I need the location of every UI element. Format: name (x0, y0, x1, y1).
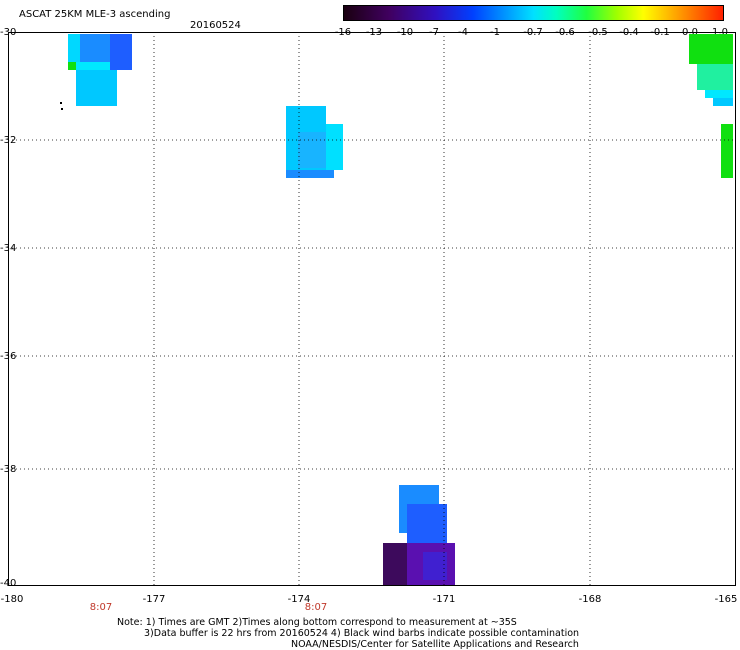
lat-label: -34 (0, 243, 17, 254)
wind-barb-speck (60, 102, 62, 104)
lat-label: -38 (0, 464, 17, 475)
wind-data-cells (68, 34, 733, 586)
data-cell (326, 124, 343, 170)
wind-barb-speck (61, 108, 63, 110)
map-plot (8, 32, 736, 586)
lon-label: -177 (142, 594, 166, 605)
note-line-3: NOAA/NESDIS/Center for Satellite Applica… (291, 639, 579, 650)
lat-label: -36 (0, 351, 17, 362)
lon-label: -180 (0, 594, 24, 605)
lat-label: -32 (0, 135, 17, 146)
note-line-2: 3)Data buffer is 22 hrs from 20160524 4)… (144, 628, 580, 639)
data-cell (407, 504, 447, 544)
data-cell (80, 34, 110, 62)
lon-label: -168 (578, 594, 602, 605)
data-cell (721, 124, 733, 178)
lon-label: -174 (287, 594, 311, 605)
map-grid (8, 32, 736, 586)
data-cell (705, 90, 733, 98)
time-label: 8:07 (89, 602, 113, 613)
data-cell (76, 62, 110, 70)
data-cell (76, 70, 117, 106)
data-cell (286, 170, 334, 178)
time-label: 8:07 (304, 602, 328, 613)
lat-label: -30 (0, 27, 17, 38)
map-title: ASCAT 25KM MLE-3 ascending (19, 9, 171, 20)
lon-label: -171 (432, 594, 456, 605)
data-cell (423, 552, 447, 580)
data-cell (298, 132, 326, 168)
data-cell (713, 98, 733, 106)
lat-label: -40 (0, 578, 17, 589)
data-cell (68, 34, 80, 62)
lon-label: -165 (714, 594, 738, 605)
data-cell (110, 34, 132, 70)
data-cell (697, 64, 733, 90)
colorbar (343, 5, 724, 21)
note-line-1: Note: 1) Times are GMT 2)Times along bot… (117, 617, 517, 628)
map-date: 20160524 (190, 20, 241, 31)
map-frame (8, 32, 736, 586)
data-cell (68, 62, 76, 70)
data-cell (689, 34, 733, 64)
